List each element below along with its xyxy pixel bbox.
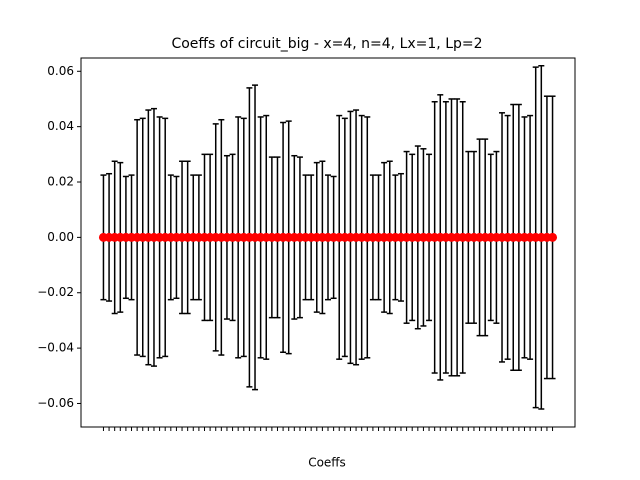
plot-frame [80, 57, 576, 428]
y-tick-label: 0.06 [47, 64, 74, 78]
y-tick-label: 0.00 [47, 230, 74, 244]
y-tick-label: 0.02 [47, 175, 74, 189]
data-point [548, 232, 558, 242]
y-tick-label: −0.02 [37, 285, 74, 299]
y-tick-label: −0.04 [37, 341, 74, 355]
y-tick-label: 0.04 [47, 119, 74, 133]
chart-title: Coeffs of circuit_big - x=4, n=4, Lx=1, … [171, 36, 482, 52]
y-tick-label: −0.06 [37, 396, 74, 410]
x-axis-label: Coeffs [308, 456, 346, 470]
